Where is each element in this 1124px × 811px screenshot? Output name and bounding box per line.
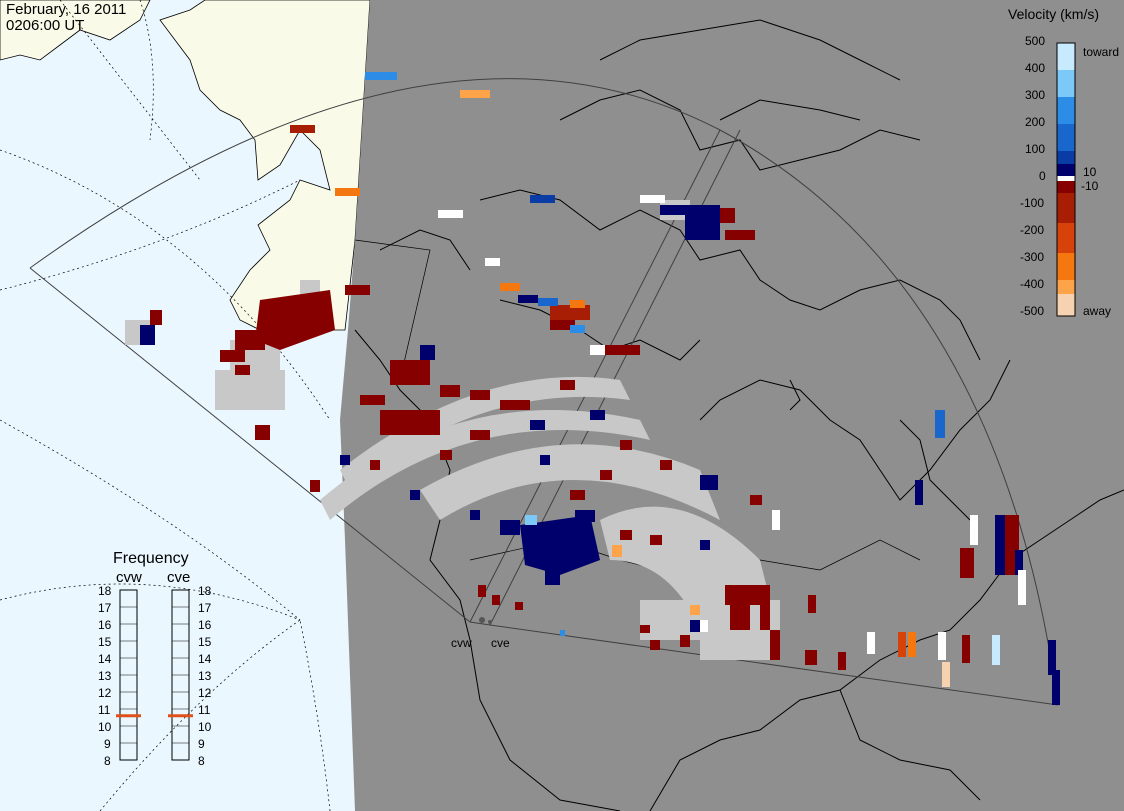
velocity-cells bbox=[140, 125, 1060, 705]
tick-m400: -400 bbox=[1020, 277, 1045, 291]
cve-freq-label: cve bbox=[167, 569, 191, 586]
freq-14-left: 14 bbox=[98, 652, 112, 666]
freq-10-right: 10 bbox=[198, 720, 212, 734]
freq-15-left: 15 bbox=[98, 635, 112, 649]
graticule bbox=[0, 0, 331, 811]
freq-8-left: 8 bbox=[104, 754, 111, 768]
freq-18-left: 18 bbox=[98, 584, 112, 598]
tick-m500: -500 bbox=[1020, 304, 1045, 318]
freq-15-right: 15 bbox=[198, 635, 212, 649]
freq-13-right: 13 bbox=[198, 669, 212, 683]
freq-9-left: 9 bbox=[104, 737, 111, 751]
tick-200: 200 bbox=[1025, 115, 1046, 129]
cvw-freq-label: cvw bbox=[116, 569, 142, 586]
freq-17-left: 17 bbox=[98, 601, 112, 615]
freq-17-right: 17 bbox=[198, 601, 212, 615]
tick-500: 500 bbox=[1025, 34, 1046, 48]
cve-site-label: cve bbox=[491, 636, 510, 650]
tick-0: 0 bbox=[1039, 169, 1046, 183]
tick-10: 10 bbox=[1083, 165, 1097, 179]
tick-400: 400 bbox=[1025, 61, 1046, 75]
away-label: away bbox=[1083, 304, 1112, 318]
date-label: February, 16 2011 bbox=[6, 1, 127, 18]
time-label: 0206:00 UT bbox=[6, 17, 85, 34]
freq-11-left: 11 bbox=[98, 703, 111, 717]
freq-10-left: 10 bbox=[98, 720, 112, 734]
freq-11-right: 11 bbox=[198, 703, 211, 717]
velocity-cells-light bbox=[335, 72, 1026, 687]
freq-16-right: 16 bbox=[198, 618, 212, 632]
freq-12-left: 12 bbox=[98, 686, 112, 700]
freq-12-right: 12 bbox=[198, 686, 212, 700]
colorbar-title: Velocity (km/s) bbox=[1008, 6, 1100, 22]
toward-label: toward bbox=[1083, 45, 1120, 59]
freq-14-right: 14 bbox=[198, 652, 212, 666]
freq-9-right: 9 bbox=[198, 737, 205, 751]
tick-100: 100 bbox=[1025, 142, 1046, 156]
tick-m200: -200 bbox=[1020, 223, 1045, 237]
tick-300: 300 bbox=[1025, 88, 1046, 102]
tick-m300: -300 bbox=[1020, 250, 1045, 264]
frequency-title: Frequency bbox=[113, 550, 189, 567]
freq-16-left: 16 bbox=[98, 618, 112, 632]
tick-m100: -100 bbox=[1020, 196, 1045, 210]
velocity-colorbar bbox=[1056, 42, 1076, 317]
freq-18-right: 18 bbox=[198, 584, 212, 598]
freq-13-left: 13 bbox=[98, 669, 112, 683]
freq-8-right: 8 bbox=[198, 754, 205, 768]
frequency-grid bbox=[120, 606, 189, 744]
siberia-coast bbox=[0, 0, 151, 61]
radar-sites bbox=[479, 617, 492, 624]
tick-m10: -10 bbox=[1081, 179, 1099, 193]
cvw-site-label: cvw bbox=[451, 636, 472, 650]
